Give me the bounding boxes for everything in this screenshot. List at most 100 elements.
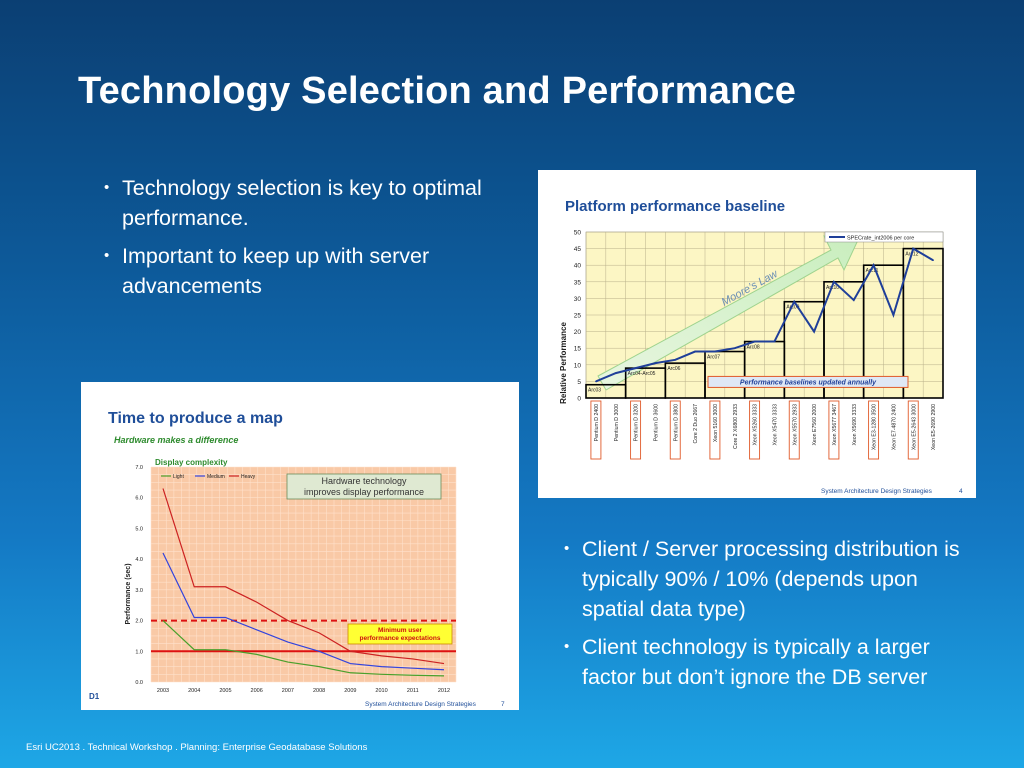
series-point [892, 314, 895, 316]
x-tick-label: 2011 [407, 688, 419, 694]
series-line-light [162, 620, 445, 677]
x-tick-label: Xeon E5-2690 2900 [931, 404, 937, 450]
x-tick-label: Xeon X5470 3333 [772, 404, 778, 446]
display-complexity-label: Display complexity [155, 458, 228, 467]
series-point [813, 330, 815, 333]
x-tick-label: 2008 [313, 688, 325, 694]
bullet-item: • Technology selection is key to optimal … [104, 173, 514, 233]
chart-footer: System Architecture Design Strategies [821, 488, 933, 495]
slide-title: Technology Selection and Performance [78, 70, 797, 112]
release-step-label: Arc08 [747, 345, 760, 351]
y-tick-label: 4.0 [135, 557, 143, 563]
y-tick-label: 6.0 [135, 496, 143, 502]
x-tick-highlight-box [828, 400, 840, 460]
release-step-label: Arc06 [667, 366, 680, 372]
y-tick-label: 40 [574, 263, 582, 270]
series-point [872, 264, 875, 266]
legend-box [824, 231, 944, 243]
x-tick-label: Xeon X5260 3333 [753, 404, 759, 446]
corner-label: D1 [89, 692, 100, 701]
series-point [833, 281, 835, 283]
x-tick-label: Pentium D 3200 [634, 404, 640, 441]
x-tick-highlight-box [590, 400, 602, 460]
x-tick-highlight-box [749, 400, 761, 460]
bullet-list-top: • Technology selection is key to optimal … [104, 173, 514, 309]
x-tick-highlight-box [788, 400, 800, 460]
x-tick-label: 2012 [438, 688, 450, 694]
release-step-bar [902, 247, 944, 399]
x-tick-highlight-box [630, 400, 642, 460]
bullet-dot-icon: • [564, 540, 570, 557]
callout-text: Hardware technology [321, 476, 407, 486]
y-tick-label: 2.0 [135, 619, 143, 625]
series-line-heavy [162, 488, 445, 665]
map-time-chart-panel: Time to produce a map Hardware makes a d… [81, 382, 519, 710]
y-tick-label: 15 [574, 346, 582, 353]
x-tick-label: Xeon E3-1280 3500 [872, 404, 878, 450]
chart-title: Platform performance baseline [565, 198, 785, 215]
series-point [654, 362, 657, 364]
y-tick-label: 25 [574, 313, 582, 320]
bullet-text: Client / Server processing distribution … [582, 537, 960, 621]
platform-performance-chart: Platform performance baseline 0 5 10 15 20 25… [559, 198, 963, 495]
bullet-text: Important to keep up with server advance… [122, 244, 430, 298]
y-axis-label: Relative Performance [559, 322, 568, 404]
release-step-label: Arc09 [786, 305, 799, 311]
series-point [793, 300, 796, 303]
platform-performance-chart-panel: Platform performance baseline 0 5 10 15 20 25… [538, 170, 976, 498]
release-step-label: Arc04-Arc05 [628, 371, 656, 377]
x-tick-highlight-box [868, 400, 880, 460]
x-tick-label: Core 2 Duo 2667 [693, 404, 699, 444]
series-point [614, 372, 617, 374]
y-tick-label: 5 [577, 379, 581, 386]
series-point [694, 350, 696, 353]
release-step-label: Arc10 [826, 285, 839, 291]
series-point [753, 340, 756, 343]
y-tick-label: 20 [574, 329, 582, 336]
x-tick-label: 2004 [188, 688, 200, 694]
bullet-item: • Important to keep up with server advanc… [104, 241, 514, 301]
bullet-text: Technology selection is key to optimal p… [122, 176, 482, 230]
x-tick-label: Pentium D 3800 [673, 404, 679, 441]
x-tick-label: 2003 [157, 688, 169, 694]
series-line-specrate [595, 247, 934, 383]
y-tick-label: 7.0 [135, 465, 143, 471]
legend-label: SPECrate_int2006 per core [847, 236, 914, 242]
x-tick-label: Pentium D 3600 [653, 404, 659, 441]
x-tick-label: Xeon E7560 2000 [812, 404, 818, 446]
x-tick-label: Xeon E5-2643 3000 [911, 404, 917, 450]
y-axis-label: Performance (sec) [125, 563, 132, 624]
series-point [912, 247, 915, 250]
page-number: 4 [959, 488, 963, 495]
min-expectation-text: Minimum user [378, 627, 423, 634]
x-tick-label: Core 2 X6800 2933 [733, 404, 739, 449]
x-tick-label: 2009 [344, 688, 356, 694]
legend-label: Medium [207, 474, 225, 480]
min-expectation-text: performance expectations [360, 635, 441, 642]
series-point [852, 299, 855, 301]
x-tick-label: Xeon E7-4870 2400 [891, 404, 897, 450]
y-tick-label: 45 [574, 246, 582, 253]
x-tick-label: 2006 [251, 688, 263, 694]
page-number: 7 [501, 701, 505, 708]
min-expectation-box [347, 623, 453, 645]
y-tick-label: 30 [574, 296, 582, 303]
bullet-dot-icon: • [104, 179, 110, 196]
release-step-label: Arc03 [588, 388, 601, 394]
annotation-text: Performance baselines updated annually [740, 379, 877, 386]
release-step-label: Arc07 [707, 355, 720, 361]
y-tick-label: 50 [574, 230, 582, 237]
x-tick-label: Pentium D 3000 [614, 404, 620, 441]
x-tick-highlight-box [709, 400, 721, 460]
series-point [714, 350, 716, 353]
bullet-item: • Client technology is typically a larger… [564, 632, 984, 692]
y-tick-label: 0 [577, 396, 581, 403]
y-tick-label: 35 [574, 279, 582, 286]
bullet-list-bottom: • Client / Server processing distribution… [564, 534, 984, 700]
series-point [733, 347, 736, 349]
chart-title: Time to produce a map [108, 410, 283, 427]
x-tick-label: 2005 [219, 688, 231, 694]
bullet-dot-icon: • [564, 638, 570, 655]
chart-footer: System Architecture Design Strategies [365, 701, 477, 708]
series-point [932, 259, 934, 262]
